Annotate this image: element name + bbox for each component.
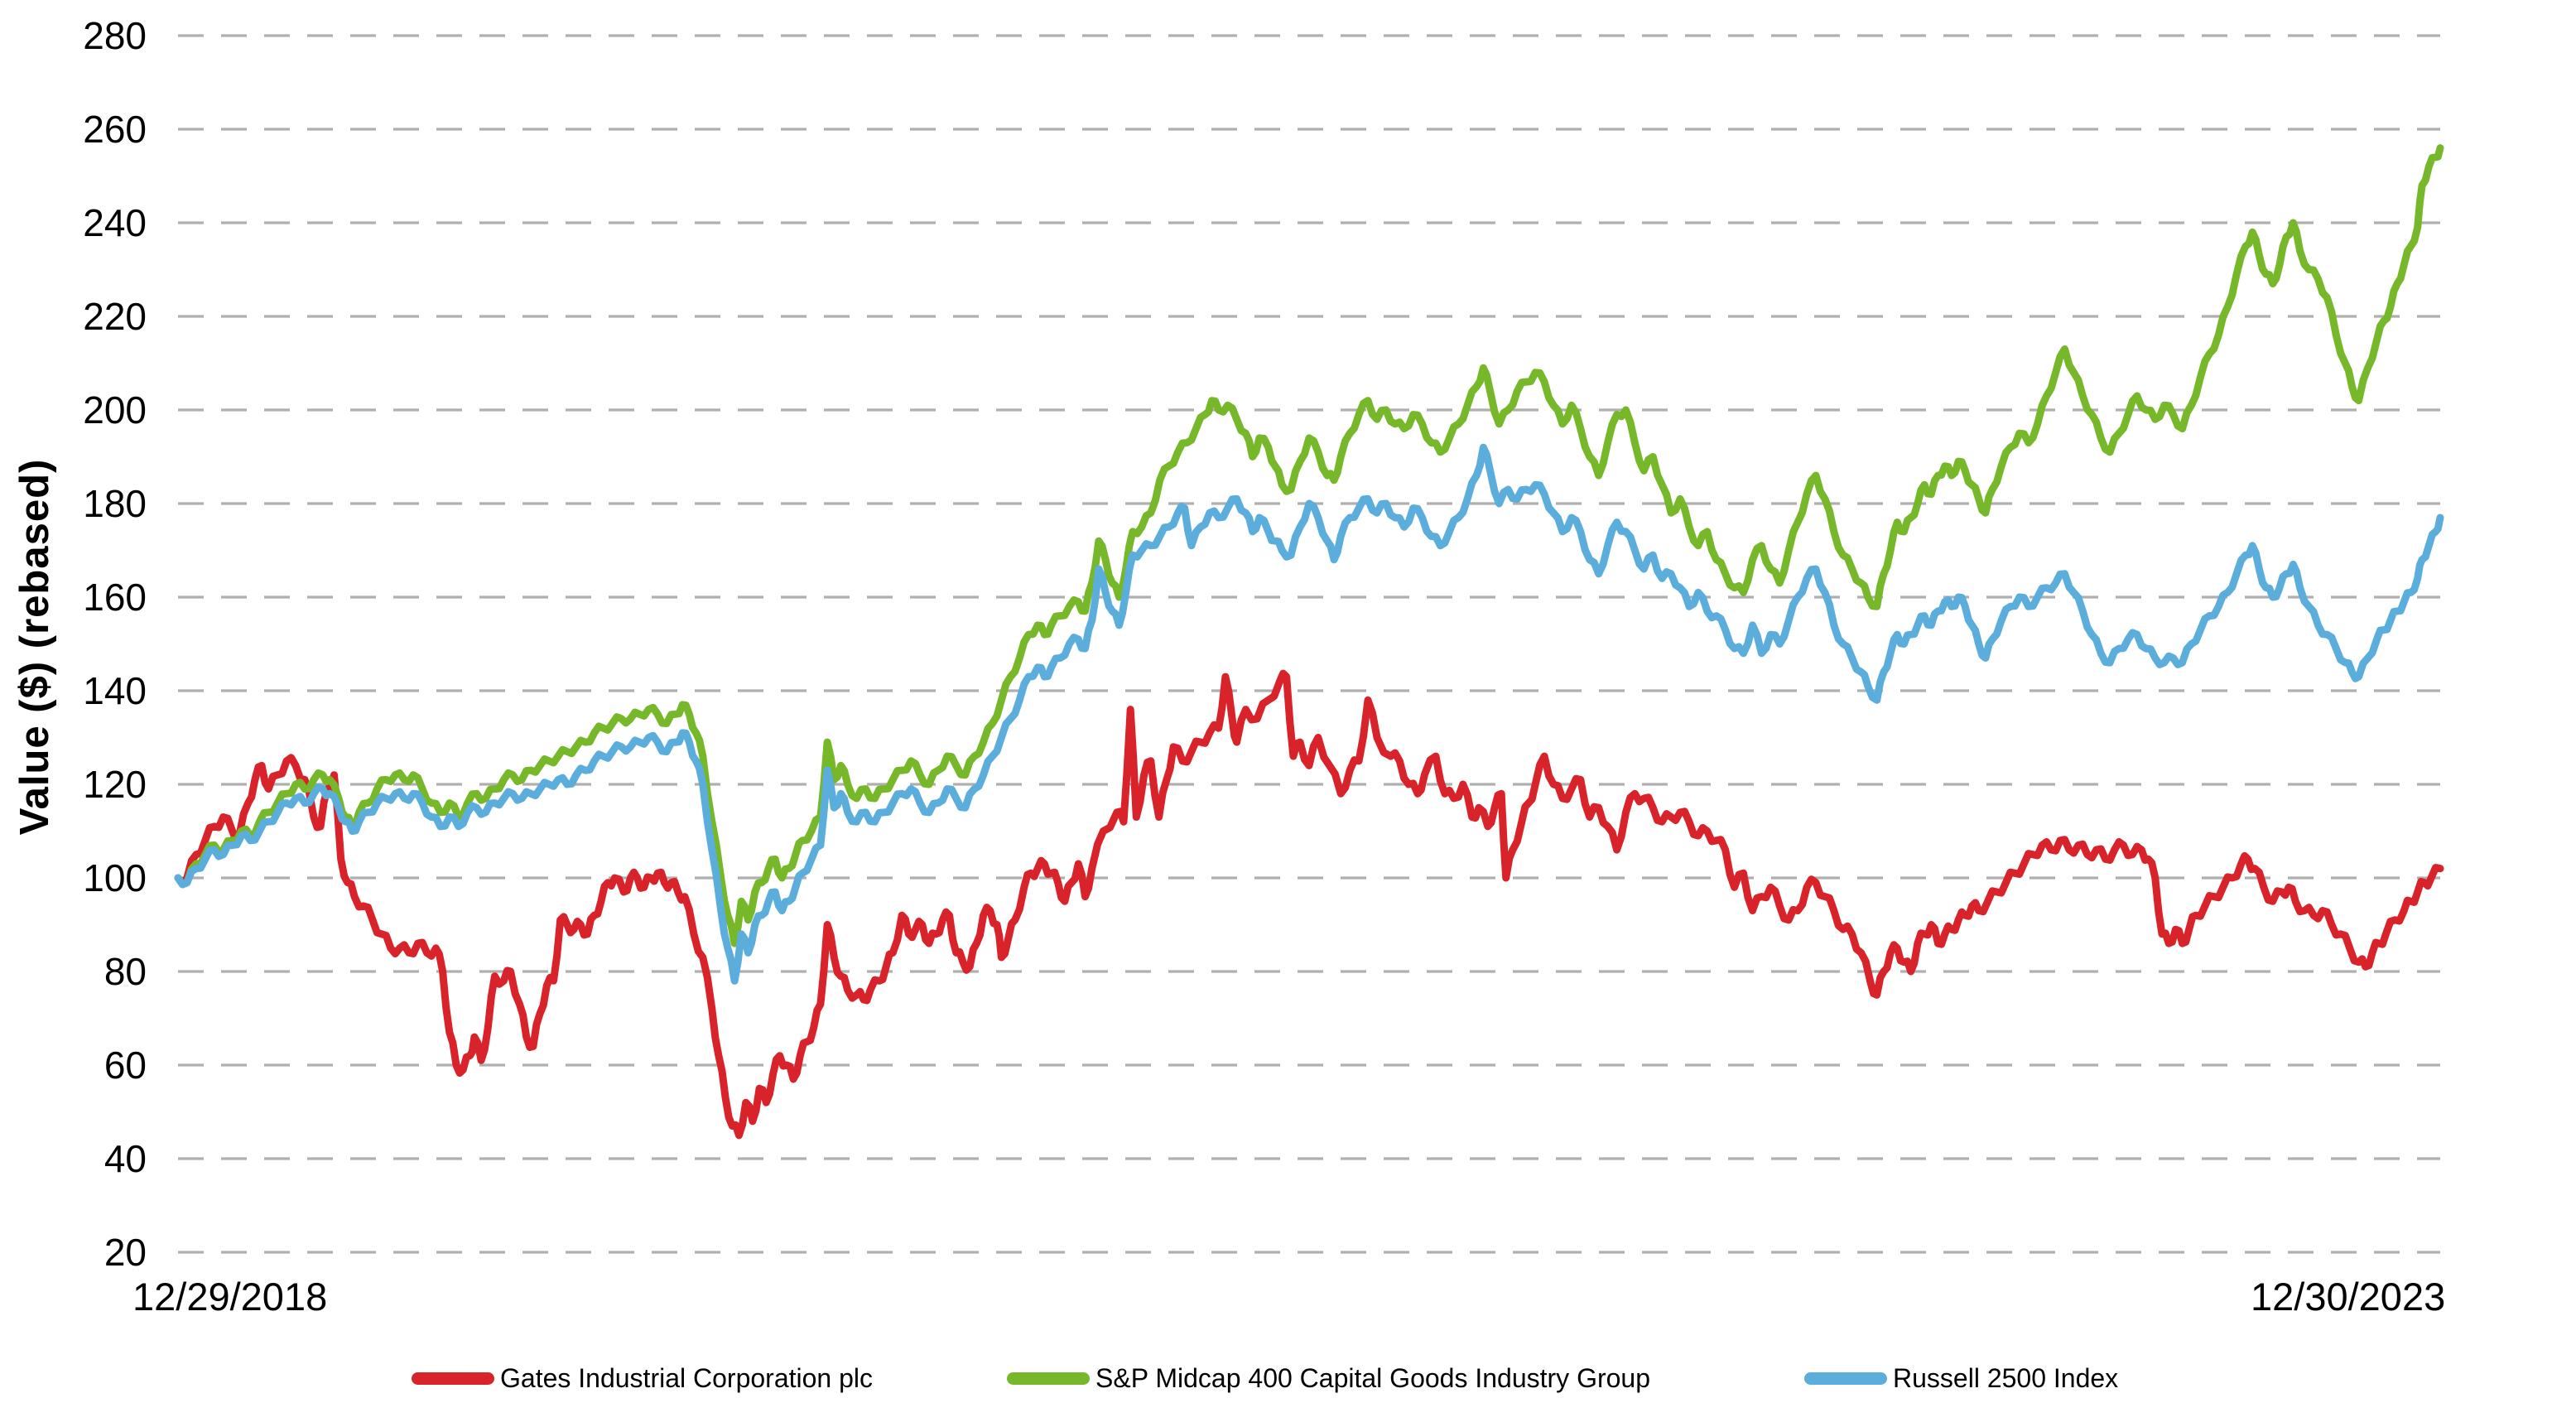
y-tick-100: 100 (83, 856, 147, 899)
y-tick-140: 140 (83, 669, 147, 712)
y-axis-title: Value ($) (rebased) (12, 458, 57, 836)
y-tick-120: 120 (83, 763, 147, 806)
series-line-sp-midcap-400-capital-goods (174, 144, 2444, 947)
y-tick-180: 180 (83, 482, 147, 525)
legend-item-gates: Gates Industrial Corporation plc (412, 1362, 873, 1395)
y-tick-labels: 280 260 240 220 200 180 160 140 120 100 80 60 40 20 (83, 14, 147, 1274)
legend-swatch-red (412, 1372, 494, 1385)
series-line-gates (174, 669, 2444, 1140)
y-tick-20: 20 (104, 1231, 147, 1274)
y-tick-280: 280 (83, 14, 147, 57)
y-tick-40: 40 (104, 1137, 147, 1180)
legend-item-sp-midcap: S&P Midcap 400 Capital Goods Industry Gr… (1007, 1362, 1650, 1395)
legend-label-russell: Russell 2500 Index (1893, 1362, 2119, 1393)
legend-swatch-green (1007, 1372, 1090, 1385)
y-tick-200: 200 (83, 388, 147, 431)
legend-swatch-blue (1804, 1372, 1887, 1385)
y-tick-220: 220 (83, 295, 147, 338)
y-tick-80: 80 (104, 950, 147, 993)
y-tick-240: 240 (83, 201, 147, 244)
y-tick-160: 160 (83, 576, 147, 619)
legend-label-sp-midcap: S&P Midcap 400 Capital Goods Industry Gr… (1095, 1362, 1650, 1393)
series-line-russell-2500 (174, 443, 2444, 985)
legend-label-gates: Gates Industrial Corporation plc (500, 1362, 873, 1393)
x-axis-start-label: 12/29/2018 (132, 1275, 328, 1319)
y-tick-60: 60 (104, 1044, 147, 1087)
legend-item-russell: Russell 2500 Index (1804, 1362, 2118, 1395)
y-tick-260: 260 (83, 108, 147, 151)
x-axis-end-label: 12/30/2023 (2251, 1275, 2446, 1319)
